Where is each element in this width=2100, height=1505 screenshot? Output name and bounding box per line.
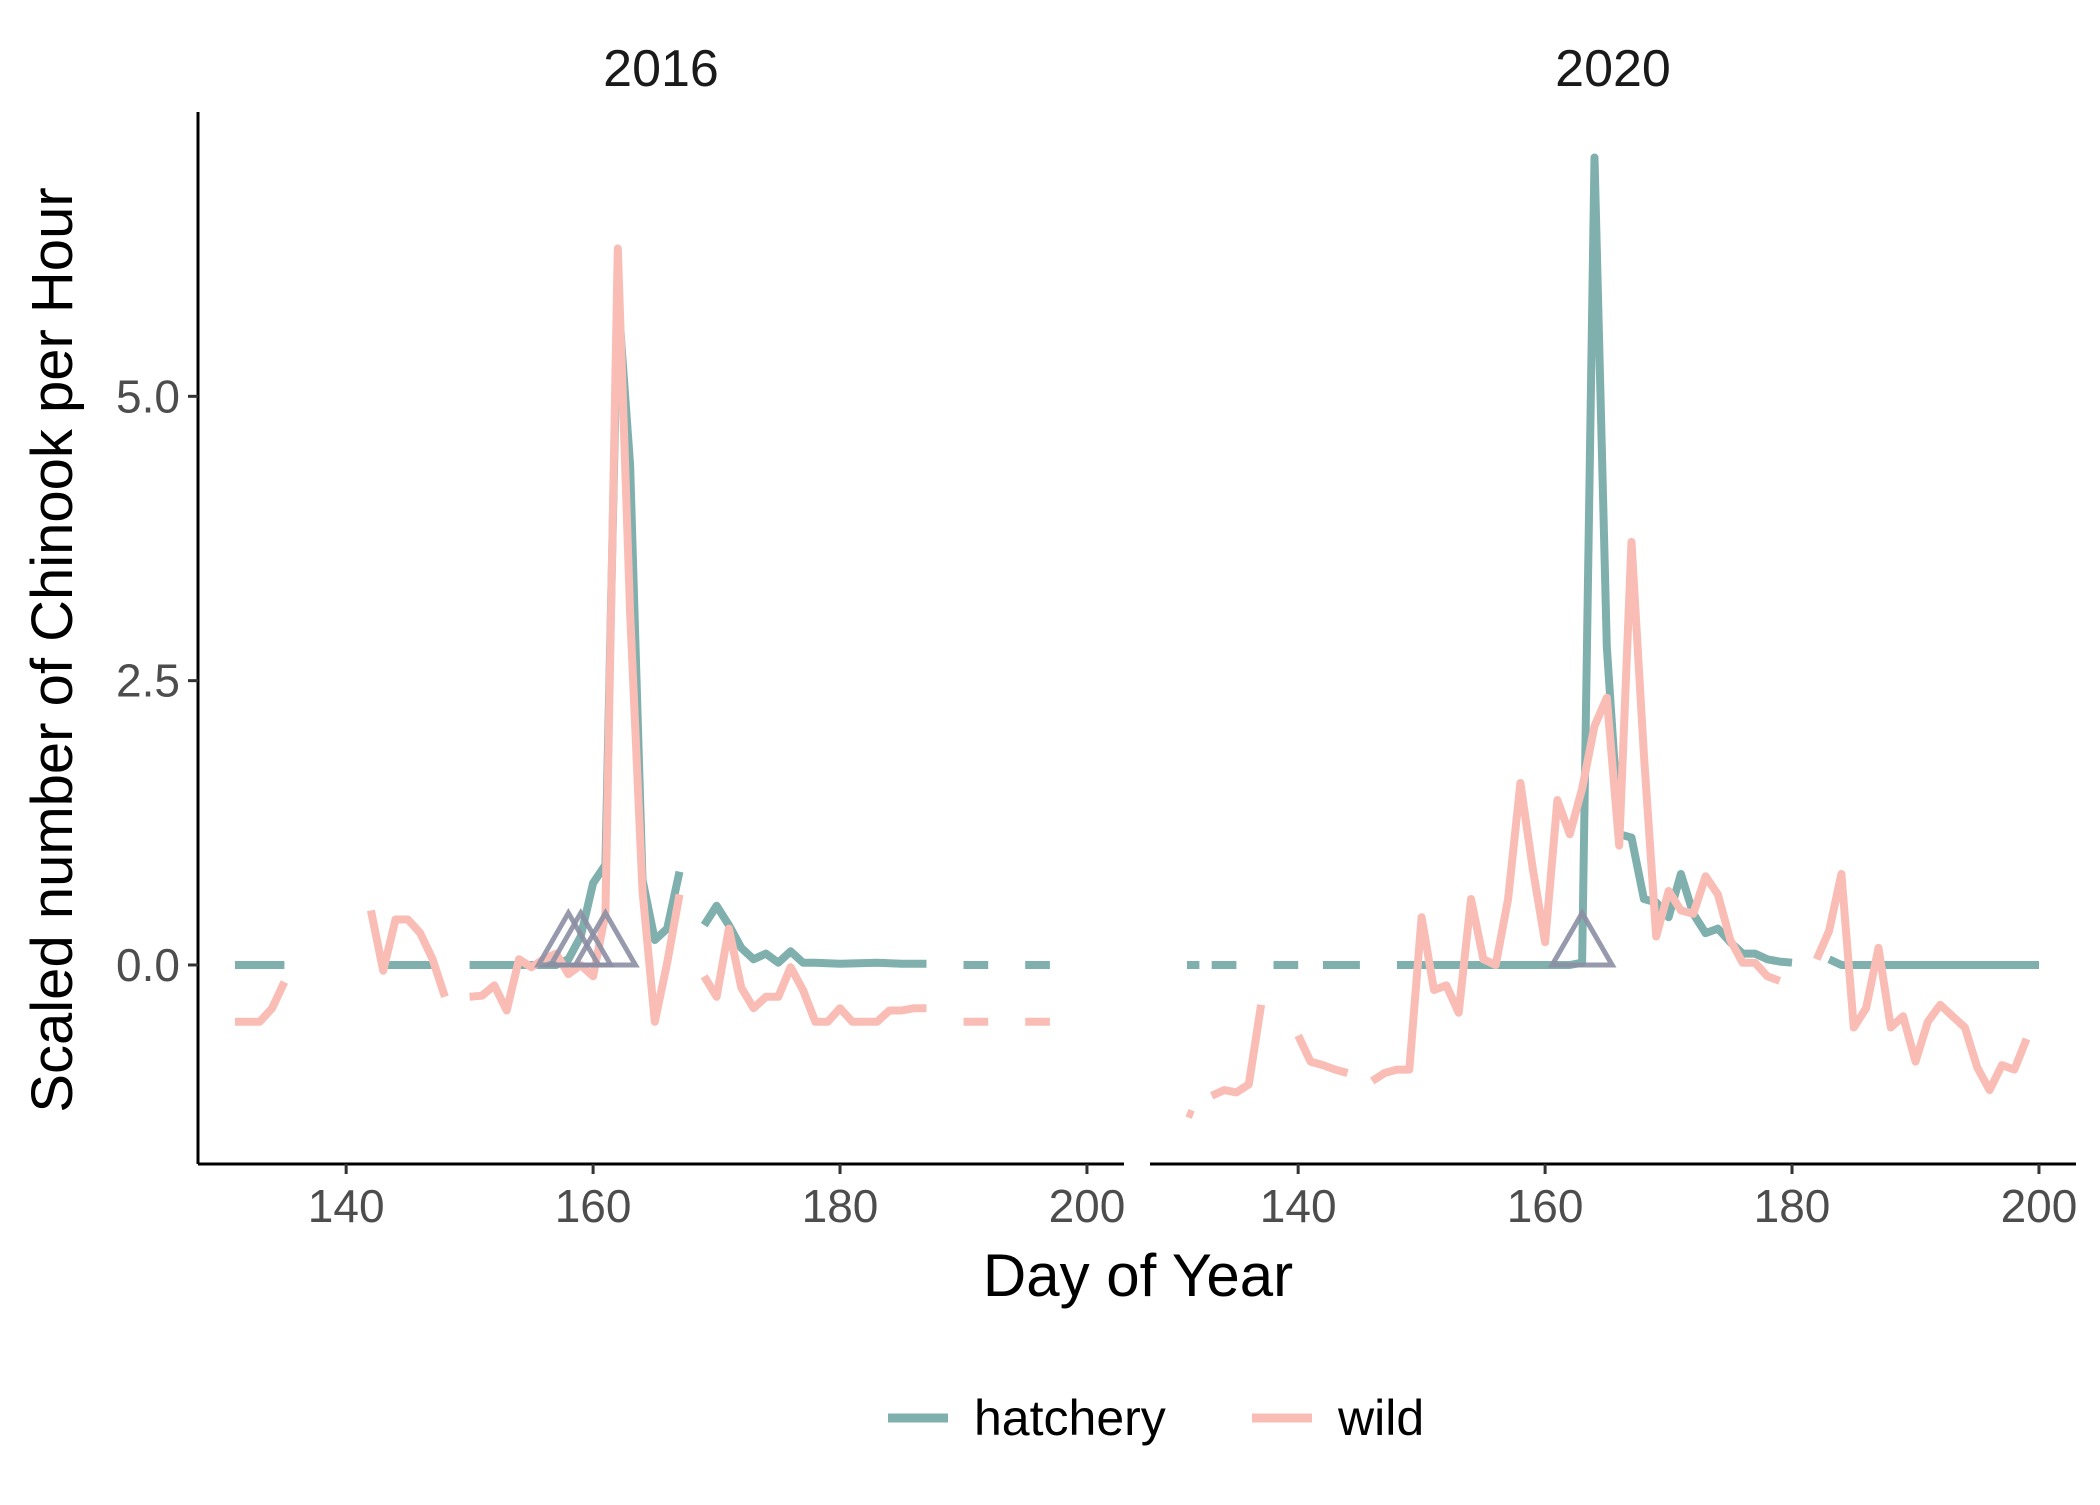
series-line-wild bbox=[1813, 870, 2031, 1095]
x-tick-label: 160 bbox=[1507, 1180, 1584, 1232]
x-tick-label: 200 bbox=[1049, 1180, 1126, 1232]
series-line-wild bbox=[366, 909, 449, 999]
series-line-wild bbox=[1294, 1033, 1349, 1077]
panel-2020: 2020 140 160 180 200 bbox=[1150, 40, 2077, 1232]
series-line-hatchery bbox=[1421, 153, 1793, 969]
legend-label-hatchery: hatchery bbox=[974, 1390, 1166, 1446]
series-line-wild bbox=[700, 924, 927, 1026]
triangle-marker bbox=[1547, 907, 1617, 968]
x-tick-label: 200 bbox=[2001, 1180, 2078, 1232]
series-line-wild bbox=[235, 980, 289, 1026]
series-line-wild bbox=[1370, 537, 1782, 1085]
x-tick-label: 140 bbox=[308, 1180, 385, 1232]
legend-label-wild: wild bbox=[1337, 1390, 1424, 1446]
x-tick-label: 180 bbox=[1754, 1180, 1831, 1232]
x-tick-label: 180 bbox=[802, 1180, 879, 1232]
panel-title: 2016 bbox=[603, 40, 719, 98]
y-tick-label: 5.0 bbox=[116, 370, 180, 422]
y-tick-label: 0.0 bbox=[116, 939, 180, 991]
series-line-hatchery bbox=[469, 290, 684, 969]
y-axis-title: Scaled number of Chinook per Hour bbox=[20, 187, 85, 1112]
series-line-hatchery bbox=[1827, 955, 2039, 969]
x-axis-title: Day of Year bbox=[983, 1242, 1293, 1309]
x-tick-label: 140 bbox=[1260, 1180, 1337, 1232]
series-line-wild bbox=[1185, 1109, 1195, 1119]
panel-2016: 2016 140 160 180 200 0.0 2.5 5.0 bbox=[116, 40, 1125, 1232]
series-line-wild bbox=[469, 244, 684, 1026]
legend: hatchery wild bbox=[888, 1390, 1424, 1446]
x-tick-label: 160 bbox=[555, 1180, 632, 1232]
panel-title: 2020 bbox=[1555, 40, 1671, 98]
triangle-marker bbox=[571, 907, 640, 968]
y-tick-label: 2.5 bbox=[116, 655, 180, 707]
series-line-wild bbox=[1210, 1004, 1266, 1100]
